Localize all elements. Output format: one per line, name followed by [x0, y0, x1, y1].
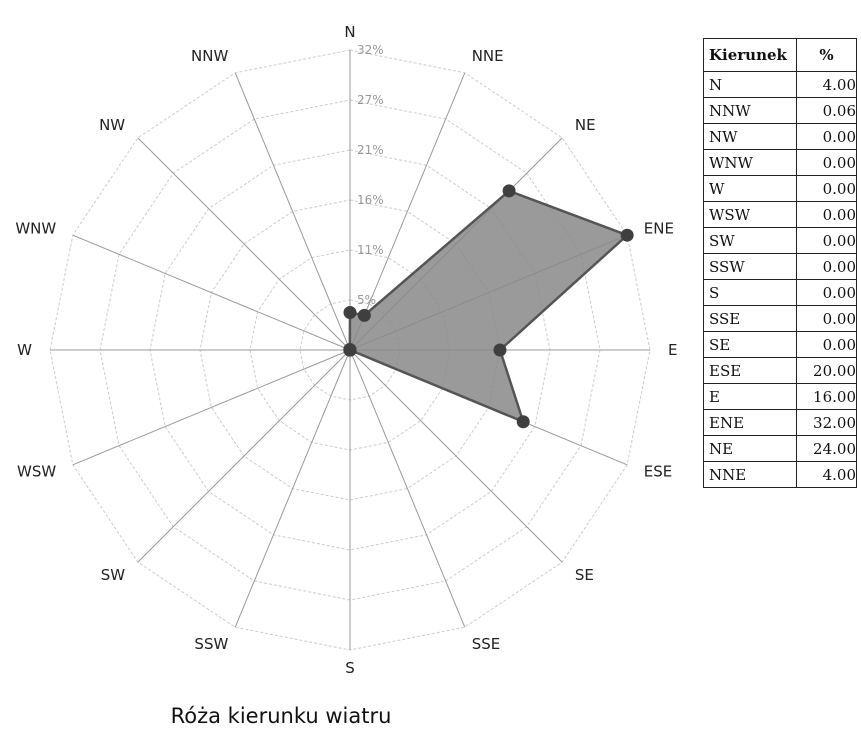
table-cell-direction: NNE [703, 461, 797, 488]
ring-label: 21% [357, 143, 384, 157]
ring-labels: 5% 11% 16% 21% 27% 32% [357, 43, 384, 307]
table-cell-direction: NW [703, 123, 797, 150]
table-row: SE 0.00 [703, 331, 857, 358]
chart-title: Róża kierunku wiatru [171, 704, 392, 728]
table-cell-direction: ESE [703, 357, 797, 384]
table-cell-direction: S [703, 279, 797, 306]
spoke-nw [137, 137, 351, 351]
table-cell-percent: 4.00 [796, 461, 857, 488]
data-point-ene [620, 228, 634, 242]
column-header-direction: Kierunek [703, 38, 797, 72]
ring-label: 32% [357, 43, 384, 57]
spoke-wsw [72, 349, 351, 466]
table-cell-direction: W [703, 175, 797, 202]
ring-label: 16% [357, 193, 384, 207]
table-row: NW 0.00 [703, 123, 857, 150]
direction-label-e: E [668, 341, 677, 359]
column-header-percent: % [796, 38, 857, 72]
ring-label: 5% [357, 293, 376, 307]
direction-label-wnw: WNW [15, 219, 56, 237]
table-cell-percent: 32.00 [796, 409, 857, 436]
table-cell-percent: 0.00 [796, 331, 857, 358]
table-cell-percent: 24.00 [796, 435, 857, 462]
table-cell-direction: ENE [703, 409, 797, 436]
direction-label-wsw: WSW [17, 463, 56, 481]
table-row: SSW 0.00 [703, 253, 857, 280]
wind-rose-chart: 5% 11% 16% 21% 27% 32% N NNE NE ENE E ESE SE SSE S SSW… [15, 23, 677, 728]
table-row: ENE 32.00 [703, 409, 857, 436]
table-cell-percent: 0.06 [796, 97, 857, 124]
table-row: E 16.00 [703, 383, 857, 410]
table-cell-direction: WNW [703, 149, 797, 176]
table-row: W 0.00 [703, 175, 857, 202]
table-cell-percent: 0.00 [796, 175, 857, 202]
table-cell-direction: SSE [703, 305, 797, 332]
data-point-n [343, 306, 357, 319]
spoke-sw [137, 349, 351, 563]
table-cell-percent: 0.00 [796, 227, 857, 254]
table-cell-direction: SW [703, 227, 797, 254]
table-row: WSW 0.00 [703, 201, 857, 228]
data-point-nne [357, 308, 371, 322]
direction-label-sw: SW [101, 566, 126, 584]
table-cell-percent: 0.00 [796, 201, 857, 228]
series-area [348, 189, 629, 424]
table-row: NE 24.00 [703, 435, 857, 462]
table-row: ESE 20.00 [703, 357, 857, 384]
spoke-wnw [72, 234, 351, 351]
data-point-e [493, 343, 507, 357]
spoke-nnw [234, 72, 351, 351]
table-row: S 0.00 [703, 279, 857, 306]
table-cell-percent: 0.00 [796, 279, 857, 306]
direction-label-n: N [344, 23, 355, 41]
table-cell-percent: 4.00 [796, 71, 857, 98]
table-cell-percent: 0.00 [796, 123, 857, 150]
ring-label: 11% [357, 243, 384, 257]
table-cell-percent: 0.00 [796, 149, 857, 176]
table-cell-percent: 0.00 [796, 305, 857, 332]
data-point-ese [516, 415, 530, 429]
direction-label-nne: NNE [472, 47, 504, 65]
spoke-sse [349, 349, 466, 628]
direction-label-nnw: NNW [191, 47, 228, 65]
table-header-row: Kierunek % [703, 38, 857, 72]
table-row: WNW 0.00 [703, 149, 857, 176]
direction-label-se: SE [575, 566, 594, 584]
direction-label-w: W [17, 341, 32, 359]
table-cell-direction: N [703, 71, 797, 98]
table-cell-direction: SE [703, 331, 797, 358]
grid-ring [149, 149, 551, 551]
direction-label-sse: SSE [472, 635, 501, 653]
direction-label-s: S [345, 659, 355, 677]
table-cell-direction: WSW [703, 201, 797, 228]
table-cell-direction: NNW [703, 97, 797, 124]
direction-label-ne: NE [575, 116, 596, 134]
direction-label-ene: ENE [644, 219, 674, 237]
table-cell-direction: SSW [703, 253, 797, 280]
wind-rose-series [343, 184, 634, 429]
ring-label: 27% [357, 93, 384, 107]
table-row: NNW 0.06 [703, 97, 857, 124]
table-cell-percent: 16.00 [796, 383, 857, 410]
direction-label-ssw: SSW [194, 635, 228, 653]
data-point-ne [502, 184, 516, 198]
table-row: SSE 0.00 [703, 305, 857, 332]
table-cell-direction: E [703, 383, 797, 410]
table-row: N 4.00 [703, 71, 857, 98]
table-body: N 4.00 NNW 0.06 NW 0.00 WNW 0.00 W 0.00 WSW 0.00 SW 0… [703, 71, 857, 488]
spoke-ssw [234, 349, 351, 628]
table-row: SW 0.00 [703, 227, 857, 254]
direction-percent-table: Kierunek % N 4.00 NNW 0.06 NW 0.00 WNW 0.00 W 0.0… [703, 38, 857, 488]
spoke-nne [349, 72, 466, 351]
table-cell-percent: 20.00 [796, 357, 857, 384]
direction-label-nw: NW [99, 116, 125, 134]
table-cell-direction: NE [703, 435, 797, 462]
table-cell-percent: 0.00 [796, 253, 857, 280]
direction-labels: N NNE NE ENE E ESE SE SSE S SSW SW WSW W WNW NW NNW [15, 23, 677, 677]
spoke-se [349, 349, 563, 563]
data-point-nnw [343, 342, 357, 356]
direction-label-ese: ESE [644, 463, 672, 481]
table-row: NNE 4.00 [703, 461, 857, 488]
